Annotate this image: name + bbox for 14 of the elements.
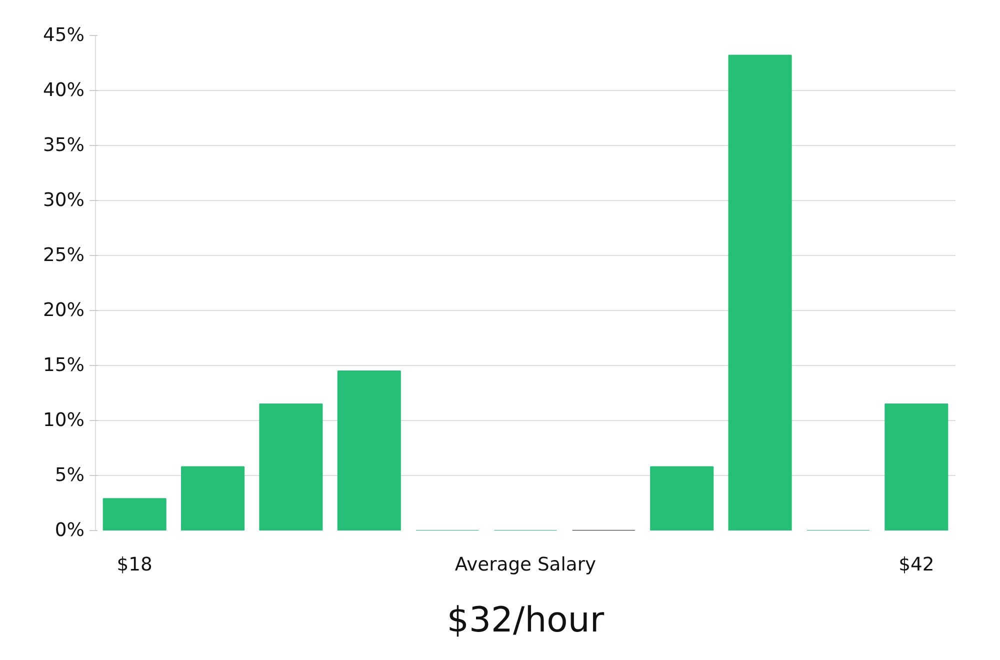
y-tick-label: 40% [43,80,84,101]
y-tick-label: 30% [43,190,84,211]
y-tick-label: 20% [43,300,84,321]
text: $32/hour [446,600,605,640]
x-tick-label: $42 [898,554,934,576]
x-tick-label: Average Salary [454,554,596,576]
y-tick-label: 25% [43,245,84,266]
y-tick-label: 35% [43,135,84,156]
y-tick-label: 45% [43,25,84,46]
y-tick-label: 5% [54,465,85,486]
y-tick-label: 15% [43,355,84,376]
x-tick-label: $18 [116,554,152,576]
y-tick-label: 10% [43,410,84,431]
y-tick-label: 0% [54,520,85,541]
